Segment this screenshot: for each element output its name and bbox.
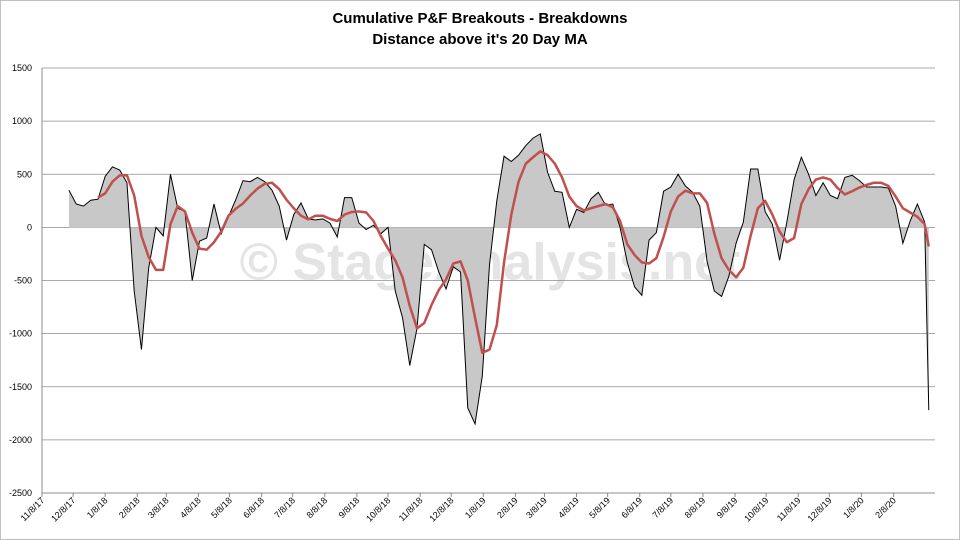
y-tick-label: 1500: [12, 63, 32, 73]
area-line: [68, 133, 930, 426]
y-tick-label: -1000: [9, 329, 32, 339]
y-tick-label: -2500: [9, 488, 32, 498]
y-tick-label: 0: [27, 222, 32, 232]
y-tick-label: -2000: [9, 435, 32, 445]
chart-subtitle: Distance above it's 20 Day MA: [372, 31, 587, 48]
y-tick-label: 500: [17, 169, 32, 179]
y-tick-label: -1500: [9, 382, 32, 392]
y-tick-label: 1000: [12, 116, 32, 126]
chart-title: Cumulative P&F Breakouts - Breakdowns: [332, 10, 627, 27]
y-tick-label: -500: [14, 276, 32, 286]
line: [97, 150, 931, 354]
area: [68, 133, 929, 424]
